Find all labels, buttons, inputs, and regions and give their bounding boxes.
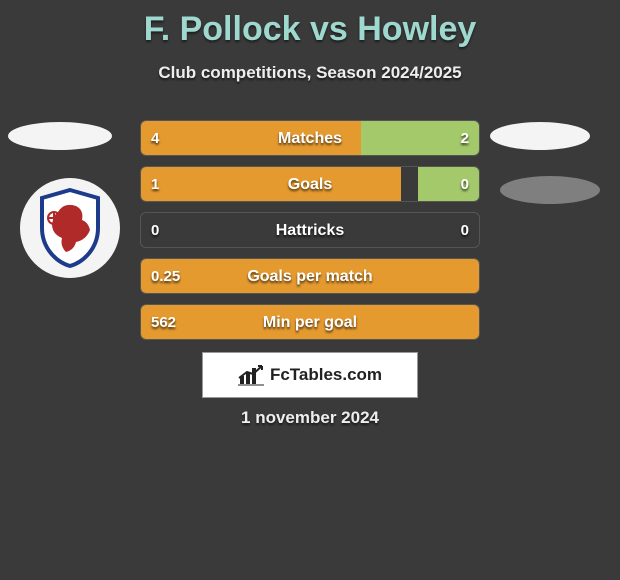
stat-row: Hattricks0 0: [140, 212, 480, 248]
bar-left: [141, 259, 479, 293]
comparison-chart: Matches42 Goals10 Hattricks0 0 Goals per mat…: [140, 120, 480, 350]
bar-right: [418, 167, 479, 201]
stat-value-right: 0: [461, 213, 469, 248]
stat-row: Min per goal562: [140, 304, 480, 340]
bar-chart-icon: [238, 364, 264, 386]
decorative-ellipse: [500, 176, 600, 204]
stat-value-left: 0: [151, 213, 159, 248]
decorative-ellipse: [8, 122, 112, 150]
bar-left: [141, 121, 361, 155]
stat-row: Goals10: [140, 166, 480, 202]
stat-label: Hattricks: [141, 213, 479, 248]
bar-right: [361, 121, 479, 155]
bar-left: [141, 305, 479, 339]
date-label: 1 november 2024: [0, 408, 620, 428]
club-badge-left: [20, 178, 120, 278]
decorative-ellipse: [490, 122, 590, 150]
brand-label: FcTables.com: [270, 365, 382, 385]
shield-icon: [36, 188, 104, 268]
stat-row: Matches42: [140, 120, 480, 156]
subtitle: Club competitions, Season 2024/2025: [0, 63, 620, 83]
stat-row: Goals per match0.25: [140, 258, 480, 294]
brand-badge: FcTables.com: [202, 352, 418, 398]
bar-left: [141, 167, 401, 201]
page-title: F. Pollock vs Howley: [0, 0, 620, 49]
